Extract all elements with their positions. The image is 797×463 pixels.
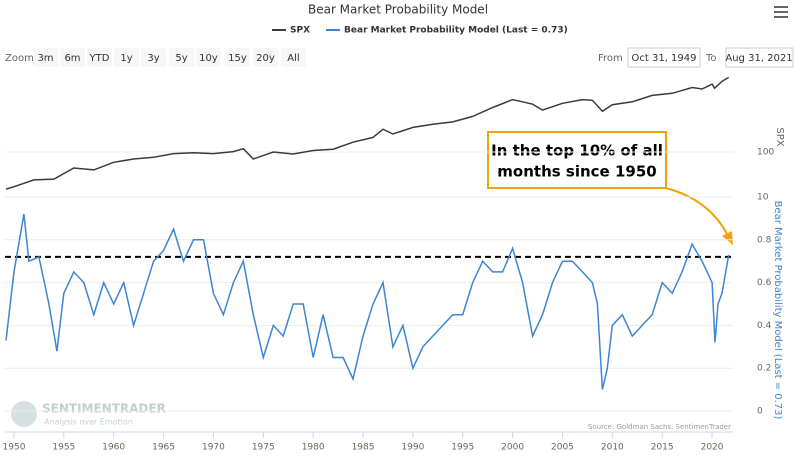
x-tick-label: 2015	[651, 443, 674, 453]
zoom-button-label: 6m	[64, 53, 80, 64]
logo-icon	[11, 401, 37, 427]
annotation-text: In the top 10% of all	[491, 142, 663, 160]
y2-tick-label: 0.8	[757, 235, 772, 245]
y2-tick-label: 0.6	[757, 278, 772, 288]
y2-tick-label: 0	[757, 407, 763, 417]
annotation-box	[487, 131, 667, 189]
annotation-text: months since 1950	[497, 163, 656, 181]
zoom-button-label: 3y	[147, 53, 159, 64]
legend-label: Bear Market Probability Model (Last = 0.…	[344, 26, 568, 36]
zoom-button[interactable]	[169, 48, 194, 67]
x-tick-label: 1955	[52, 443, 75, 453]
zoom-button-label: 3m	[37, 53, 53, 64]
zoom-button[interactable]	[87, 48, 112, 67]
series-line	[5, 76, 730, 190]
zoom-button[interactable]	[253, 48, 278, 67]
legend-label: SPX	[290, 26, 310, 36]
x-tick-label: 1975	[252, 443, 275, 453]
x-tick-label: 2020	[701, 443, 724, 453]
zoom-button[interactable]	[33, 48, 58, 67]
menu-icon[interactable]	[774, 6, 788, 18]
zoom-button-label: YTD	[89, 53, 110, 64]
y2-axis-title: Bear Market Probability Model (Last = 0.…	[772, 201, 783, 420]
chart-title: Bear Market Probability Model	[308, 3, 488, 17]
y-tick-label: 10	[757, 193, 769, 203]
zoom-label: Zoom	[5, 53, 34, 64]
x-tick-label: 2010	[601, 443, 624, 453]
source: Source: Goldman Sachs, SentimenTrader	[588, 423, 731, 431]
zoom-button[interactable]	[114, 48, 139, 67]
y2-tick-label: 0.4	[757, 321, 772, 331]
zoom-button-label: 15y	[228, 53, 247, 64]
logo-text: SENTIMENTRADER	[42, 402, 166, 416]
logo-tagline: Analysis over Emotion	[44, 418, 133, 427]
x-tick-label: 1950	[3, 443, 26, 453]
zoom-button-label: 10y	[199, 53, 218, 64]
x-tick-label: 2005	[551, 443, 574, 453]
x-tick-label: 1995	[451, 443, 474, 453]
range-to-input[interactable]	[725, 47, 794, 68]
zoom-button-label: 5y	[175, 53, 187, 64]
range-from: Oct 31, 1949	[632, 53, 697, 64]
y2-tick-label: 0.2	[757, 364, 771, 374]
annotation-arrow	[665, 187, 729, 237]
x-tick-label: 1980	[302, 443, 325, 453]
zoom-button-label: 1y	[120, 53, 132, 64]
x-tick-label: 1970	[202, 443, 225, 453]
y-axis-title: SPX	[774, 127, 785, 146]
range-from-input[interactable]	[627, 47, 701, 68]
x-tick-label: 1985	[352, 443, 375, 453]
menu-bar	[774, 6, 788, 8]
series-line	[5, 213, 730, 390]
annotation-arrowhead	[722, 231, 733, 245]
logo: SENTIMENTRADER Analysis over Emotion	[11, 401, 166, 427]
zoom-button[interactable]	[225, 48, 250, 67]
zoom-button[interactable]	[281, 48, 306, 67]
zoom-button[interactable]	[196, 48, 221, 67]
range-from-label: From	[598, 53, 623, 64]
menu-bar	[774, 11, 788, 13]
y-tick-label: 100	[757, 147, 774, 157]
x-tick-label: 2000	[501, 443, 524, 453]
zoom-button-label: 20y	[256, 53, 275, 64]
zoom-button[interactable]	[60, 48, 85, 67]
range-to-label: To	[705, 53, 717, 64]
menu-bar	[774, 16, 788, 18]
x-tick-label: 1960	[102, 443, 125, 453]
range-to: Aug 31, 2021	[725, 53, 792, 64]
x-tick-label: 1990	[401, 443, 424, 453]
zoom-button-label: All	[287, 53, 299, 64]
zoom-button[interactable]	[141, 48, 166, 67]
x-tick-label: 1965	[152, 443, 175, 453]
